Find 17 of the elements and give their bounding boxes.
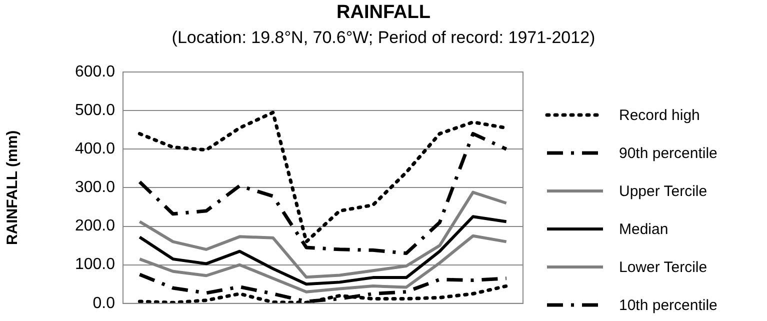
- y-tick-label: 0.0: [92, 294, 116, 312]
- legend-label: Lower Tercile: [619, 258, 708, 276]
- y-tick-label: 200.0: [74, 218, 116, 235]
- y-tick-label: 400.0: [74, 140, 116, 158]
- y-tick-label: 100.0: [74, 256, 116, 274]
- y-tick-label: 500.0: [74, 102, 116, 119]
- legend-label: 90th percentile: [619, 144, 718, 162]
- y-axis-title: RAINFALL (mm): [4, 130, 22, 246]
- legend-label: Median: [619, 220, 668, 238]
- chart-title: RAINFALL: [336, 2, 432, 24]
- y-tick-label: 300.0: [74, 179, 116, 196]
- line-series: [138, 272, 508, 304]
- legend-label: Record high: [619, 106, 700, 124]
- y-tick-label: 600.0: [74, 63, 116, 80]
- legend-label: 10th percentile: [619, 296, 718, 314]
- chart-subtitle: (Location: 19.8°N, 70.6°W; Period of record: 1971-2012): [170, 28, 596, 48]
- legend-label: Upper Tercile: [619, 182, 708, 200]
